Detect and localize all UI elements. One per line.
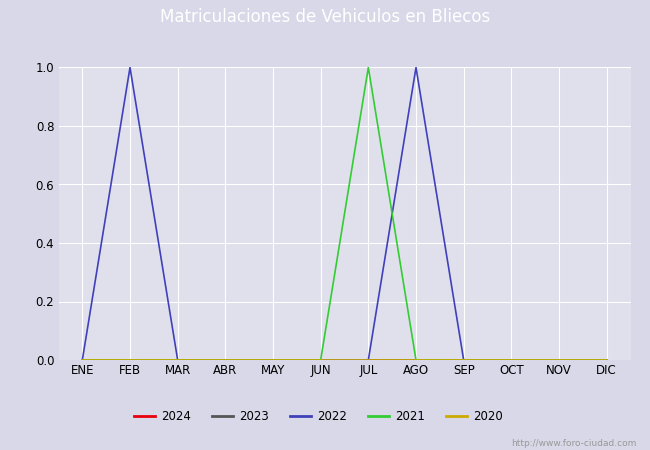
Text: 2020: 2020 xyxy=(473,410,503,423)
Text: 2024: 2024 xyxy=(161,410,191,423)
Text: 2023: 2023 xyxy=(239,410,269,423)
Text: 2021: 2021 xyxy=(395,410,425,423)
Text: http://www.foro-ciudad.com: http://www.foro-ciudad.com xyxy=(512,439,637,448)
Text: Matriculaciones de Vehiculos en Bliecos: Matriculaciones de Vehiculos en Bliecos xyxy=(160,8,490,26)
Text: 2022: 2022 xyxy=(317,410,347,423)
